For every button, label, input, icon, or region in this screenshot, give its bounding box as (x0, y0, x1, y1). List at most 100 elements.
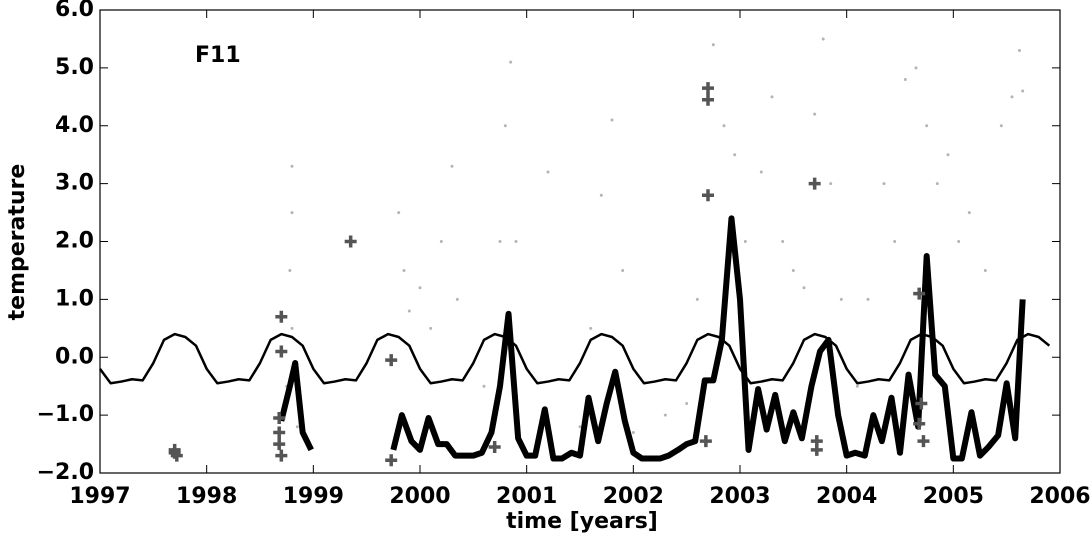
dot (781, 240, 785, 243)
dot (759, 170, 763, 174)
plus-marker (275, 310, 288, 323)
x-tick-label: 2000 (389, 484, 450, 509)
dot (439, 240, 443, 243)
x-axis-label: time [years] (506, 509, 658, 534)
x-tick-label: 2006 (1029, 484, 1090, 509)
plus-marker (702, 93, 714, 106)
dot (839, 297, 843, 301)
dot (914, 66, 918, 70)
dot (290, 164, 294, 168)
dot (1017, 49, 1021, 53)
dot (999, 124, 1003, 128)
dot (695, 297, 699, 301)
dot (1021, 89, 1025, 93)
plus-marker (273, 412, 286, 425)
dot (407, 309, 411, 313)
x-tick-label: 2005 (923, 484, 984, 509)
dot (295, 425, 299, 429)
dot (663, 413, 667, 417)
x-tick-label: 2002 (603, 484, 664, 509)
x-tick-label: 2001 (496, 484, 557, 509)
y-tick-label: 2.0 (55, 229, 94, 254)
plus-marker (488, 440, 501, 453)
line (98, 332, 1051, 385)
x-tick-label: 1999 (283, 484, 344, 509)
plus-marker (275, 345, 288, 358)
dot (855, 384, 859, 388)
dot (631, 430, 635, 434)
dot (509, 60, 513, 64)
dot (903, 77, 907, 81)
dot (589, 326, 593, 330)
plus-marker (273, 438, 286, 451)
dot (791, 268, 795, 272)
dot (290, 211, 294, 215)
dot (743, 240, 747, 243)
dot (813, 112, 817, 116)
dot (599, 193, 603, 197)
y-tick-label: 3.0 (55, 171, 94, 196)
plus-marker (275, 449, 288, 462)
plus-marker (702, 189, 714, 202)
dot (935, 182, 939, 186)
plus-marker (344, 235, 357, 248)
plus-marker (915, 397, 928, 410)
dot (288, 268, 292, 272)
x-tick-label: 1998 (176, 484, 237, 509)
dot (546, 170, 550, 174)
dot (578, 425, 582, 429)
plus-marker (913, 287, 926, 300)
dot (802, 286, 806, 290)
y-tick-label: 1.0 (55, 286, 94, 311)
x-tick-label: 2003 (709, 484, 770, 509)
plus-marker (385, 354, 398, 367)
dot (967, 211, 971, 215)
plus-marker (917, 435, 930, 448)
dot (685, 402, 689, 406)
dot (821, 37, 825, 41)
dot (621, 268, 625, 272)
dot (829, 182, 833, 186)
plus-marker (702, 82, 714, 95)
dot (455, 297, 459, 301)
x-tick-label: 1997 (69, 484, 130, 509)
plus-marker (810, 443, 823, 456)
plus-marker (385, 454, 398, 467)
dot (482, 384, 486, 388)
dot (503, 124, 507, 128)
y-tick-label: 6.0 (55, 0, 94, 22)
dot (925, 124, 929, 128)
plus-marker (699, 435, 712, 448)
dot (450, 164, 454, 168)
dot (770, 95, 774, 99)
dot (882, 182, 886, 186)
dot (498, 240, 502, 243)
dot (711, 43, 715, 47)
plus-marker (273, 426, 286, 439)
dot (429, 326, 433, 330)
dot (946, 153, 950, 157)
plus-marker (808, 177, 821, 190)
dot (290, 326, 294, 330)
plus-marker (170, 449, 183, 462)
x-tick-label: 2004 (816, 484, 877, 509)
y-tick-label: −1.0 (37, 402, 94, 427)
dot (866, 297, 870, 301)
y-tick-label: −2.0 (37, 460, 94, 485)
dot (733, 153, 737, 157)
dot (722, 124, 726, 128)
dot (957, 240, 961, 243)
dot (983, 268, 987, 272)
dot (610, 118, 614, 122)
y-tick-label: 0.0 (55, 344, 94, 369)
dot (397, 211, 401, 215)
dot (418, 286, 422, 290)
plus-marker (913, 417, 926, 430)
dot (893, 240, 897, 243)
line (390, 215, 1026, 462)
dot (1010, 95, 1014, 99)
y-tick-label: 5.0 (55, 55, 94, 80)
dot (402, 268, 406, 272)
y-axis-label: temperature (5, 164, 30, 321)
